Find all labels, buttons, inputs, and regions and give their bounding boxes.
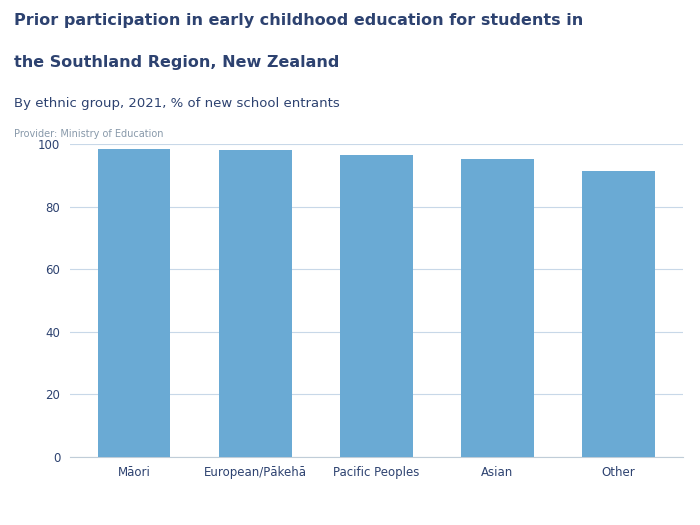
Bar [98,149,171,457]
Text: Provider: Ministry of Education: Provider: Ministry of Education [14,129,164,139]
Text: Prior participation in early childhood education for students in: Prior participation in early childhood e… [14,13,583,28]
Text: figure.nz: figure.nz [580,22,657,37]
Text: By ethnic group, 2021, % of new school entrants: By ethnic group, 2021, % of new school e… [14,97,340,110]
Text: the Southland Region, New Zealand: the Southland Region, New Zealand [14,55,340,70]
Bar [582,171,654,457]
Bar [219,150,291,457]
Bar [340,155,412,457]
Bar [461,159,533,457]
